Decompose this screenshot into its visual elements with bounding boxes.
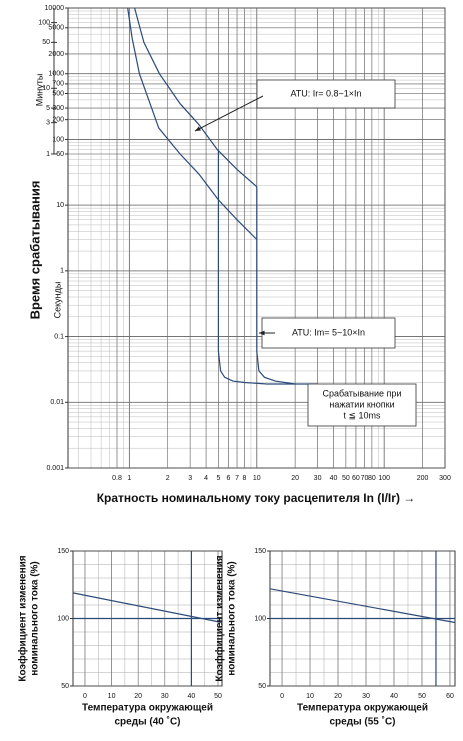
y-tick-label: 50 (61, 683, 69, 690)
x-tick-label: 2 (166, 475, 170, 482)
x-axis-title: среды (40 ˚C) (114, 716, 180, 728)
y-axis-title: номинального тока (%) (227, 561, 238, 676)
x-tick-label: 4 (204, 475, 208, 482)
x-tick-label: 10 (306, 693, 314, 700)
y-tick-label: 700 (52, 81, 64, 88)
curve (127, 7, 258, 240)
x-tick-label: 10 (108, 693, 116, 700)
y-tick-label: 1 (60, 268, 64, 275)
x-tick-label: 70 (361, 475, 369, 482)
x-tick-label: 7 (235, 475, 239, 482)
arrow-head (259, 330, 265, 336)
x-tick-label: 10 (253, 475, 261, 482)
y2-tick-label: 3 (46, 119, 50, 126)
y-tick-label: 50 (258, 683, 266, 690)
x-tick-label: 20 (134, 693, 142, 700)
y2-tick-label: 100 (38, 19, 50, 26)
x-axis-title: Температура окружающей (82, 703, 213, 714)
x-tick-label: 0.8 (112, 475, 122, 482)
y-axis-title: номинального тока (%) (30, 561, 41, 676)
y-tick-label: 0.1 (54, 333, 64, 340)
annotation-text: нажатии кнопки (329, 399, 394, 409)
curve (256, 186, 318, 385)
y-tick-label: 150 (57, 548, 69, 555)
annotation-box (307, 383, 417, 427)
y-tick-label: 1000 (48, 71, 64, 78)
y-unit-label: Секунды (52, 282, 62, 319)
x-tick-label: 50 (418, 693, 426, 700)
annotation-text: ATU: Im= 5~10×In (292, 327, 365, 337)
y-tick-label: 10 (56, 202, 64, 209)
y-tick-label: 500 (52, 90, 64, 97)
x-tick-label: 60 (352, 475, 360, 482)
x-tick-label: 30 (362, 693, 370, 700)
x-tick-label: 60 (446, 693, 454, 700)
annotation-box (261, 317, 396, 349)
x-tick-label: 80 (368, 475, 376, 482)
curve (217, 149, 296, 385)
y2-tick-label: 1 (46, 151, 50, 158)
x-tick-label: 5 (216, 475, 220, 482)
x-tick-label: 40 (188, 693, 196, 700)
annotation-text: t ≦ 10ms (343, 410, 381, 420)
x-tick-label: 40 (330, 475, 338, 482)
annotation-text: ATU: Ir= 0.8~1×In (290, 88, 361, 98)
y-axis-title: Коэффициент изменения (214, 555, 226, 681)
x-tick-label: 0 (280, 693, 284, 700)
y2-tick-label: 5 (46, 105, 50, 112)
y2-tick-label: 10 (42, 85, 50, 92)
x-axis-title: Кратность номинальному току расцепителя … (97, 491, 416, 505)
x-axis-title: Температура окружающей (297, 703, 428, 714)
x-tick-label: 40 (390, 693, 398, 700)
y-tick-label: 0.001 (46, 465, 64, 472)
y-tick-label: 300 (52, 105, 64, 112)
x-tick-label: 8 (242, 475, 246, 482)
y-tick-label: 100 (52, 136, 64, 143)
x-tick-label: 50 (214, 693, 222, 700)
x-tick-label: 100 (378, 475, 390, 482)
annotation-box (256, 79, 396, 109)
arrow-head (195, 126, 201, 131)
x-tick-label: 30 (161, 693, 169, 700)
y-tick-label: 100 (57, 615, 69, 622)
x-tick-label: 30 (314, 475, 322, 482)
x-tick-label: 3 (188, 475, 192, 482)
curve (134, 7, 258, 188)
y-tick-label: 0.01 (50, 399, 64, 406)
y-tick-label: 60 (56, 151, 64, 158)
y-tick-label: 200 (52, 116, 64, 123)
curve (269, 588, 456, 624)
curve (72, 592, 223, 624)
y-axis-title: Время срабатывания (27, 181, 42, 320)
x-tick-label: 1 (127, 475, 131, 482)
y2-unit-label: Минуты (34, 74, 44, 107)
y-tick-label: 2000 (48, 51, 64, 58)
y-tick-label: 150 (254, 548, 266, 555)
y2-tick-label: 50 (42, 39, 50, 46)
x-tick-label: 6 (227, 475, 231, 482)
y-tick-label: 5000 (48, 25, 64, 32)
x-tick-label: 20 (291, 475, 299, 482)
y-tick-label: 100 (254, 615, 266, 622)
x-tick-label: 300 (439, 475, 451, 482)
annotation-arrow (194, 95, 264, 132)
x-tick-label: 20 (334, 693, 342, 700)
x-tick-label: 50 (342, 475, 350, 482)
y-axis-title: Коэффициент изменения (17, 555, 29, 681)
x-tick-label: 200 (417, 475, 429, 482)
x-axis-title: среды (55 ˚C) (329, 716, 395, 728)
annotation-text: Срабатывание при (323, 388, 402, 398)
x-tick-label: 0 (83, 693, 87, 700)
